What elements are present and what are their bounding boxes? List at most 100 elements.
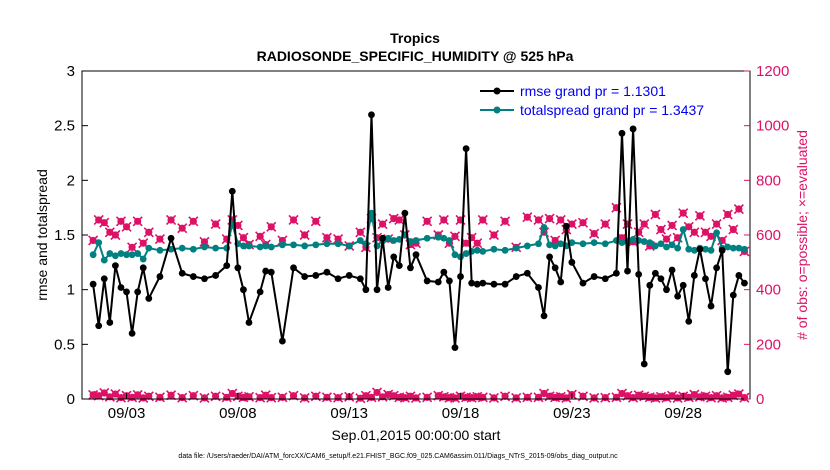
totalspread-series-point <box>117 250 125 257</box>
plot-frame <box>81 70 751 400</box>
y-right-tick-label: 1000 <box>756 118 789 135</box>
rmse-series-point <box>423 277 431 285</box>
rmse-series-point <box>674 292 682 300</box>
rmse-series-point <box>735 272 743 279</box>
rmse-series-point <box>579 279 587 287</box>
rmse-series-point <box>112 262 119 270</box>
obs-evaluated-cross <box>310 216 321 227</box>
totalspread-series-point <box>201 243 208 251</box>
y-left-tick-label: 0.5 <box>54 336 75 353</box>
totalspread-series-point <box>663 243 670 251</box>
rmse-series-point <box>379 234 386 242</box>
rmse-series-point <box>139 264 147 272</box>
obs-possible-cross <box>321 392 332 403</box>
rmse-series-point <box>245 319 253 326</box>
rmse-series-point <box>635 270 643 278</box>
rmse-series-point <box>256 288 264 296</box>
totalspread-series-point <box>629 235 637 243</box>
totalspread-series-point <box>95 239 103 247</box>
totalspread-series-point <box>145 244 153 252</box>
totalspread-series-point <box>601 240 609 248</box>
rmse-series-point <box>707 302 715 310</box>
totalspread-series-point <box>256 243 264 251</box>
obs-evaluated-cross <box>121 221 132 232</box>
rmse-series-point <box>117 284 125 291</box>
totalspread-series-point <box>178 244 186 252</box>
totalspread-series-point <box>156 246 164 254</box>
rmse-series-point <box>412 251 420 259</box>
rmse-series-point <box>223 262 231 270</box>
obs-evaluated-cross <box>655 224 666 235</box>
rmse-series-point <box>590 273 598 280</box>
obs-evaluated-cross <box>733 203 744 215</box>
rmse-series-point <box>540 312 548 320</box>
rmse-series-point <box>457 273 464 280</box>
obs-evaluated-cross <box>394 214 405 226</box>
obs-possible-cross <box>243 391 255 402</box>
totalspread-series-point <box>557 240 565 248</box>
rmse-series-point <box>390 253 398 261</box>
rmse-series-point <box>557 278 565 286</box>
x-tick-label: 09/08 <box>219 405 257 422</box>
rmse-series-point <box>501 280 509 288</box>
y-axis-left-label: rmse and totalspread <box>34 169 50 301</box>
rmse-series-point <box>262 267 270 275</box>
x-tick-label: 09/13 <box>330 405 368 422</box>
rmse-series-point <box>462 145 470 153</box>
totalspread-series-point <box>139 255 147 263</box>
obs-possible-cross <box>410 392 422 403</box>
totalspread-series-point <box>134 250 142 257</box>
obs-evaluated-cross <box>689 227 700 238</box>
totalspread-series-point <box>729 244 737 252</box>
rmse-series-point <box>601 275 609 283</box>
obs-possible-cross <box>199 392 210 403</box>
rmse-series-point <box>95 322 103 330</box>
rmse-series-point <box>356 275 364 283</box>
obs-evaluated-cross <box>199 236 210 247</box>
rmse-series-point <box>212 272 220 279</box>
rmse-series-point <box>679 281 687 289</box>
obs-evaluated-cross <box>522 212 533 223</box>
y-left-tick-label: 3 <box>67 63 75 80</box>
rmse-series-point <box>468 279 476 287</box>
obs-possible-cross <box>154 392 165 403</box>
x-axis-label: Sep.01,2015 00:00:00 start <box>332 427 501 443</box>
totalspread-series-point <box>551 242 559 250</box>
obs-evaluated-cross <box>238 232 249 243</box>
totalspread-series-point <box>668 241 676 249</box>
rmse-series-point <box>451 344 459 352</box>
rmse-series-point <box>562 222 570 230</box>
obs-evaluated-cross <box>132 216 143 227</box>
rmse-series-point <box>440 268 448 276</box>
totalspread-series-point <box>479 248 487 255</box>
totalspread-series-point <box>301 242 309 250</box>
totalspread-series-point <box>323 240 331 248</box>
y-right-tick-label: 1200 <box>756 63 789 80</box>
rmse-series-point <box>685 317 693 325</box>
y-left-tick-label: 1 <box>67 282 75 299</box>
data-file-footnote: data file: /Users/raeder/DAI/ATM_forcXX/… <box>178 453 618 460</box>
totalspread-series-point <box>384 234 392 242</box>
totalspread-series-point <box>657 240 665 248</box>
rmse-series-point <box>279 337 286 345</box>
obs-evaluated-cross <box>188 216 199 227</box>
totalspread-series-point <box>267 243 275 251</box>
obs-evaluated-cross <box>555 214 566 226</box>
totalspread-series-point <box>245 242 253 250</box>
totalspread-series-point <box>123 251 130 259</box>
totalspread-series-point <box>512 244 520 252</box>
totalspread-series-point <box>618 239 626 247</box>
rmse-series-point <box>568 258 576 266</box>
rmse-series-point <box>407 264 414 272</box>
totalspread-series-point <box>646 239 654 247</box>
obs-evaluated-cross <box>633 227 644 238</box>
rmse-series-point <box>345 272 353 279</box>
legend-spread-marker <box>493 106 501 114</box>
rmse-series-point <box>663 286 670 294</box>
totalspread-series-point <box>713 229 720 237</box>
obs-possible-cross <box>589 392 600 403</box>
obs-possible-cross <box>166 390 177 401</box>
chart-title: Tropics <box>390 30 440 46</box>
obs-evaluated-cross <box>321 232 332 243</box>
x-tick-label: 09/23 <box>553 405 591 422</box>
